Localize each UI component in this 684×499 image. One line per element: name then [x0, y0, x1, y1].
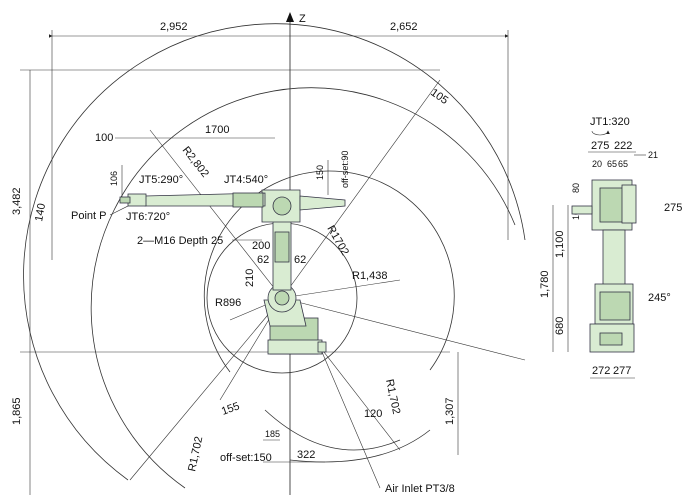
- dim-100: 100: [95, 132, 113, 144]
- dim-62-right: 62: [294, 254, 306, 266]
- robot-side-view: [571, 179, 637, 353]
- label-jt6: JT6:720°: [126, 211, 170, 223]
- angle-120: 120: [364, 408, 382, 420]
- side-dim-65b: 65: [618, 159, 628, 169]
- dim-r1438: R1,438: [352, 270, 387, 282]
- z-axis-arrow: [286, 12, 294, 22]
- angle-155: 155: [220, 400, 241, 418]
- dim-offset-150: off-set:150: [220, 452, 272, 464]
- dim-185: 185: [265, 429, 280, 439]
- dim-height-lower: 1,865: [11, 397, 23, 425]
- lower-arc: [289, 429, 431, 463]
- label-air-inlet: Air Inlet PT3/8: [385, 483, 455, 495]
- side-angle-245: 245°: [648, 292, 671, 304]
- z-axis-label: Z: [299, 13, 306, 25]
- side-dim-1780: 1,780: [539, 270, 551, 298]
- radial-r1438: [281, 279, 401, 299]
- label-point-p: Point P: [71, 210, 106, 222]
- dim-r896: R896: [215, 297, 241, 309]
- dim-106: 106: [109, 171, 119, 186]
- side-dim-20: 20: [592, 159, 602, 169]
- dim-r1702-lower-left: R1,702: [186, 435, 205, 472]
- side-dim-277: 277: [613, 365, 631, 377]
- dim-r1702-lower-right: R1,702: [383, 378, 402, 415]
- radial-r2802: [149, 129, 283, 299]
- air-inlet-leader: [321, 351, 381, 489]
- side-dim-65a: 65: [607, 159, 617, 169]
- dim-height-upper: 3,482: [11, 187, 23, 215]
- reach-arc-outer: [23, 23, 526, 481]
- side-dim-275-right: 275: [664, 202, 682, 214]
- radial-105: [281, 79, 441, 299]
- radial-right-low: [281, 297, 526, 361]
- side-dim-1100: 1,100: [554, 230, 566, 258]
- side-dim-222: 222: [614, 140, 632, 152]
- angle-105: 105: [428, 87, 450, 107]
- dim-322: 322: [297, 449, 315, 461]
- side-dim-680: 680: [554, 317, 566, 335]
- reach-arc-main: [90, 87, 516, 489]
- dim-r1702-upper: R1702: [324, 224, 351, 258]
- side-dim-10: 10: [571, 210, 581, 220]
- label-jt4: JT4:540°: [224, 174, 268, 186]
- dim-offset-90: off-set:90: [340, 151, 350, 188]
- dim-210: 210: [244, 269, 256, 287]
- dim-150: 150: [315, 165, 325, 180]
- dim-200: 200: [252, 240, 270, 252]
- dim-1700: 1700: [205, 124, 229, 136]
- dim-r2802: R2,802: [180, 144, 211, 179]
- dim-1307: 1,307: [444, 397, 456, 425]
- robot-main-view: [119, 189, 346, 355]
- dim-62-left: 62: [257, 254, 269, 266]
- label-jt5: JT5:290°: [139, 174, 183, 186]
- radial-lower-left: [129, 297, 283, 481]
- inner-arc-bottom: [264, 409, 401, 451]
- side-dim-21: 21: [648, 150, 658, 160]
- dim-left-width: 2,952: [160, 21, 188, 33]
- angle-140: 140: [33, 202, 48, 222]
- jt1-rotation-icon: [591, 130, 610, 136]
- dim-right-width: 2,652: [390, 21, 418, 33]
- side-dim-272: 272: [592, 365, 610, 377]
- point-p-leader: [109, 204, 131, 216]
- side-dim-275: 275: [591, 140, 609, 152]
- label-m16: 2—M16 Depth 25: [137, 235, 223, 247]
- side-jt1: JT1:320: [590, 116, 630, 128]
- side-dim-80: 80: [571, 183, 581, 193]
